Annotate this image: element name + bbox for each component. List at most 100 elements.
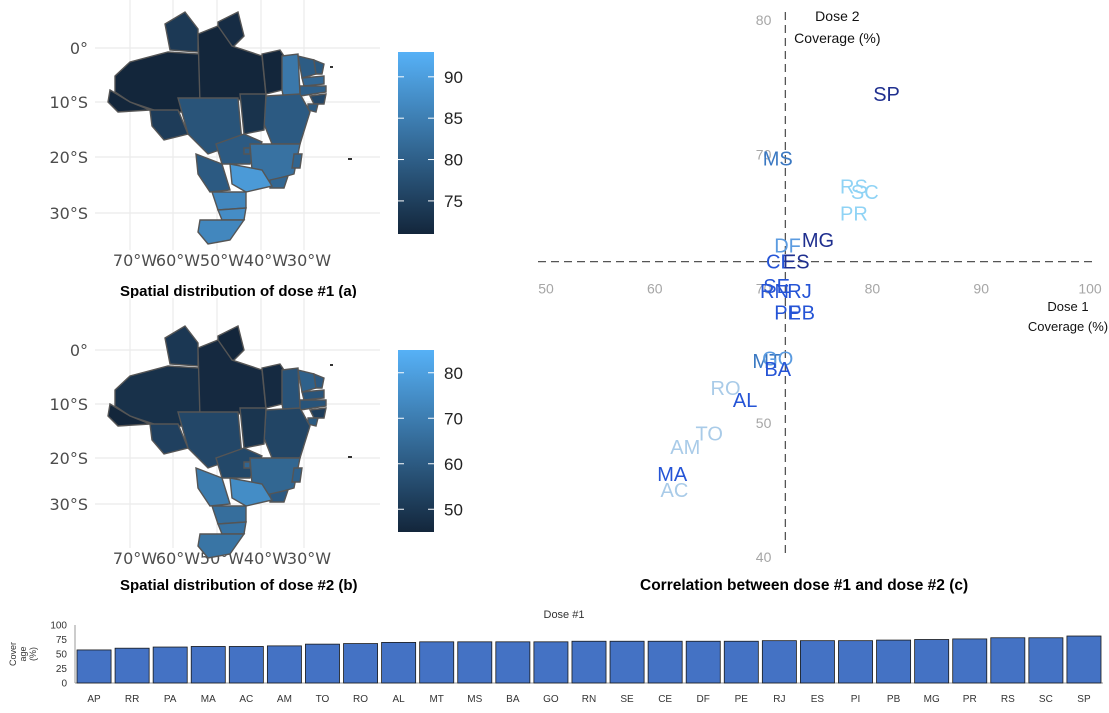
map2-colorbar <box>398 350 434 532</box>
bar-category-label: PR <box>963 694 977 705</box>
bar-category-label: PE <box>735 694 749 705</box>
bar-rr <box>114 647 150 684</box>
bar-category-label: MT <box>429 694 443 705</box>
map2-state-pb <box>301 389 325 401</box>
corr-x-axis-title: Dose 1 <box>1047 299 1088 314</box>
corr-point-ba: BA <box>764 359 791 381</box>
bar-rn <box>571 640 607 684</box>
corr-point-al: AL <box>733 390 757 412</box>
map2-state-es <box>291 467 303 483</box>
bar-category-label: BA <box>506 694 520 705</box>
bar-sp <box>1066 635 1102 684</box>
corr-y-axis-unit: Coverage (%) <box>794 30 880 46</box>
bar-am <box>266 645 302 684</box>
bar-category-label: RR <box>125 694 139 705</box>
map1-island-marker <box>330 66 333 68</box>
corr-point-pr: PR <box>840 203 868 225</box>
bar-pb <box>876 639 912 684</box>
bar-category-label: SP <box>1077 694 1091 705</box>
bar-category-label: GO <box>543 694 559 705</box>
map2-state-pr <box>211 505 247 525</box>
bar-ba <box>495 641 531 684</box>
bar-category-label: AL <box>393 694 406 705</box>
corr-x-tick-label: 90 <box>973 281 989 297</box>
bar-rs <box>990 637 1026 684</box>
map1-state-al <box>308 93 327 105</box>
bar-df <box>685 640 721 684</box>
corr-point-ro: RO <box>711 378 741 400</box>
map1-lon-tick-label: 50°W <box>200 251 244 270</box>
corr-point-go: GO <box>762 348 793 370</box>
bar-ro <box>343 643 378 684</box>
map2-island-marker <box>330 364 333 366</box>
map1-state-sc <box>216 207 247 221</box>
map1-lon-tick-label: 40°W <box>244 251 288 270</box>
map1-lon-tick-label: 70°W <box>113 251 157 270</box>
map1-state-to <box>239 93 267 135</box>
corr-x-tick-label: 100 <box>1078 281 1102 297</box>
bar-category-label: ES <box>811 694 825 705</box>
map2-states <box>107 324 327 559</box>
choropleth-map-dose2: 0°10°S20°S30°S70°W60°W 50°W 40°W30°W506070… <box>49 298 463 568</box>
bar-category-label: MA <box>201 694 216 705</box>
corr-point-pb: PB <box>788 303 815 325</box>
map2-state-to <box>239 407 267 449</box>
bar-pa <box>152 646 188 684</box>
map2-lat-tick-label: 10°S <box>49 395 88 414</box>
map1-lat-tick-label: 10°S <box>49 93 88 112</box>
map1-state-df <box>243 147 251 155</box>
corr-point-rj: RJ <box>787 281 811 303</box>
bar-y-axis-title: (%) <box>28 647 38 661</box>
map1-state-sp <box>229 163 274 193</box>
corr-point-ma: MA <box>657 464 688 486</box>
corr-point-pe: PE <box>774 303 801 325</box>
bar-chart-dose1: Dose #1 Cover age (%) 0 25 50 75 100 AP RR PA MA AC AM… <box>8 609 1103 705</box>
map1-state-ac <box>107 88 151 113</box>
map2-lat-tick-label: 20°S <box>49 449 88 468</box>
corr-point-sp: SP <box>873 84 900 106</box>
bar-to <box>305 643 340 684</box>
bar-category-label: AM <box>277 694 292 705</box>
map1-state-pi <box>281 53 301 101</box>
corr-point-rs: RS <box>840 176 868 198</box>
corr-x-tick-label: 80 <box>865 281 881 297</box>
bar-category-label: DF <box>697 694 710 705</box>
bar-pi <box>838 640 873 684</box>
bar-category-label: RN <box>582 694 596 705</box>
correlation-panel: 50 60 70 80 90 100 40 50 70 80 Dose 2 Coverage (%) D… <box>520 0 1109 605</box>
bar-category-label: PI <box>851 694 860 705</box>
corr-x-axis-unit: Coverage (%) <box>1028 319 1108 334</box>
map2-state-df <box>243 461 251 469</box>
bar-y-tick-label: 100 <box>50 621 67 632</box>
bar-rj <box>761 640 797 684</box>
map2-state-sc <box>216 521 247 535</box>
bar-es <box>800 640 835 684</box>
map-title-dose2: Spatial distribution of dose #2 (b) <box>120 577 358 594</box>
corr-point-am: AM <box>670 437 700 459</box>
map-title-dose1: Spatial distribution of dose #1 (a) <box>120 283 357 300</box>
bar-y-tick-label: 0 <box>61 679 67 690</box>
bar-ce <box>647 640 683 684</box>
map2-island-marker <box>348 456 352 458</box>
bar-y-tick-label: 75 <box>56 635 68 646</box>
bar-category-label: RO <box>353 694 368 705</box>
bar-ap <box>76 649 112 684</box>
map1-state-ms <box>195 152 231 193</box>
bar-mt <box>419 641 455 684</box>
map-panel-dose2: 0° 10°S 20°S 30°S 70°W 60°W 50°W 40°W 30°W 50 60 70… <box>0 298 520 598</box>
map2-lon-tick-label: 40°W <box>244 549 288 568</box>
map1-colorbar-tick-label: 90 <box>444 68 463 87</box>
map-panel-dose1: 0° 10°S 20°S 30°S 70°W 60°W 50°W 40°W 30°W 75 80 85… <box>0 0 520 300</box>
map1-state-rn <box>313 58 325 75</box>
corr-y-tick-label: 50 <box>756 415 772 431</box>
bar-category-label: PA <box>164 694 177 705</box>
map1-island-marker <box>348 158 352 160</box>
map2-colorbar-tick-label: 80 <box>444 364 463 383</box>
bar-category-label: PB <box>887 694 901 705</box>
bar-ms <box>457 641 493 684</box>
corr-point-ac: AC <box>660 480 688 502</box>
corr-point-rn: RN <box>760 281 789 303</box>
map1-colorbar <box>398 52 434 234</box>
bar-category-label: AP <box>87 694 101 705</box>
bar-ac <box>228 646 264 684</box>
